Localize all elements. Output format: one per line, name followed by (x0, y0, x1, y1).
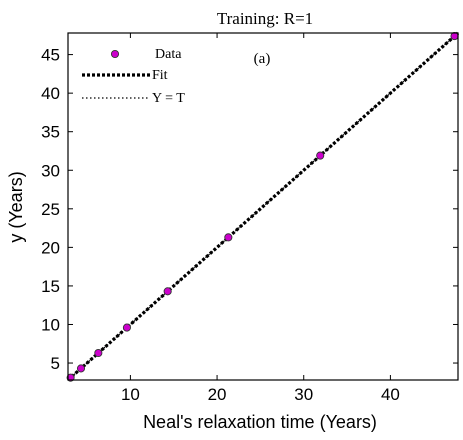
data-point (122, 323, 131, 332)
data-point (163, 287, 172, 296)
series-layer (66, 31, 460, 382)
legend-marker-data (110, 49, 120, 59)
legend-label: Data (155, 47, 182, 62)
y-tick-label: 20 (41, 238, 60, 257)
y-tick-label: 45 (41, 46, 60, 65)
y-tick-label: 30 (41, 161, 60, 180)
y-tick-label: 10 (41, 315, 60, 334)
legend: Data Fit Y = T (82, 47, 185, 106)
legend-label: Fit (152, 68, 168, 83)
chart-title: Training: R=1 (217, 9, 313, 28)
x-axis-label: Neal's relaxation time (Years) (143, 412, 377, 432)
data-point (316, 151, 325, 160)
axes-frame (67, 32, 459, 381)
y-tick-label: 35 (41, 123, 60, 142)
y-tick-label: 15 (41, 277, 60, 296)
y-tick-label: 25 (41, 200, 60, 219)
y-tick-label: 40 (41, 84, 60, 103)
y-axis-label: y (Years) (6, 171, 26, 242)
x-tick-label: 30 (294, 385, 313, 404)
y-tick-label: 5 (51, 354, 60, 373)
x-tick-label: 40 (381, 385, 400, 404)
data-point (224, 233, 233, 242)
series-line-2 (67, 32, 459, 381)
panel-label: (a) (254, 51, 271, 67)
legend-label: Y = T (152, 91, 185, 106)
data-point (76, 364, 86, 373)
data-point (94, 348, 103, 358)
x-tick-label: 10 (121, 385, 140, 404)
x-tick-label: 20 (208, 385, 227, 404)
axes-layer: 10 20 30 40 5 10 15 20 25 30 35 40 45 (41, 32, 459, 404)
